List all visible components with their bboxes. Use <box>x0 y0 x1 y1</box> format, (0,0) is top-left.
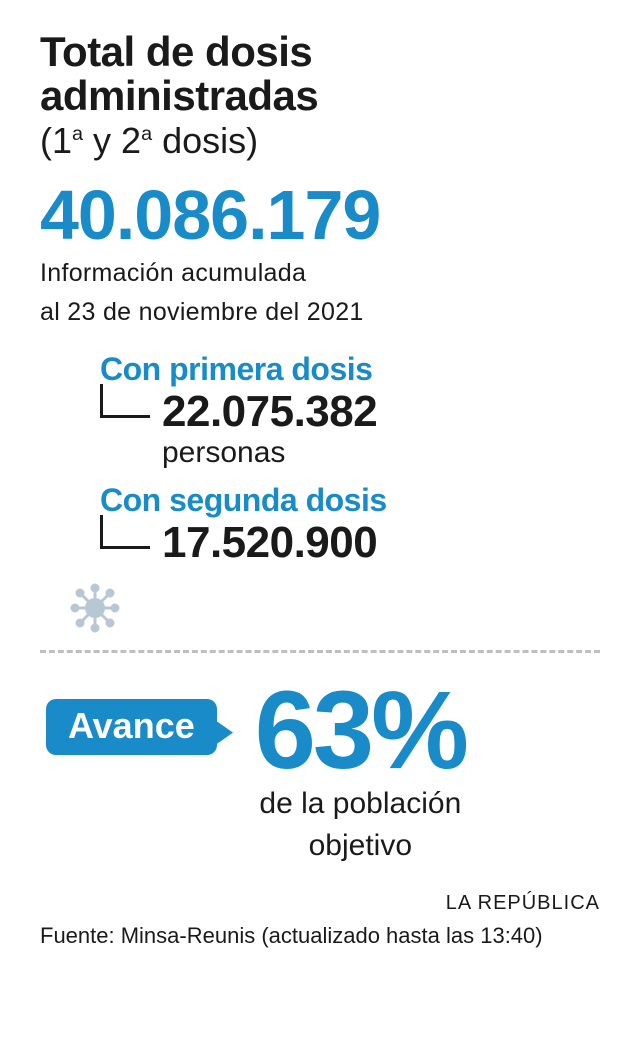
progress-percent: 63% <box>255 681 466 780</box>
bracket-icon <box>100 515 150 549</box>
info-line-1: Información acumulada <box>40 258 600 289</box>
progress-sub-1: de la población <box>259 786 461 822</box>
progress-badge: Avance <box>46 699 217 755</box>
subtitle-sup1: a <box>72 123 83 145</box>
first-dose-label: Con primera dosis <box>100 351 600 388</box>
credit-text: LA REPÚBLICA <box>40 892 600 915</box>
subtitle: (1a y 2a dosis) <box>40 120 600 162</box>
subtitle-mid: y 2 <box>83 120 141 161</box>
header-block: Total de dosis administradas (1a y 2a do… <box>40 30 600 162</box>
subtitle-prefix: (1 <box>40 120 72 161</box>
first-dose-value: 22.075.382 <box>162 390 377 434</box>
subtitle-suffix: dosis) <box>152 120 258 161</box>
info-line-2: al 23 de noviembre del 2021 <box>40 297 600 328</box>
first-dose-block: Con primera dosis 22.075.382 personas <box>40 351 600 470</box>
source-text: Fuente: Minsa-Reunis (actualizado hasta … <box>40 923 600 949</box>
second-dose-block: Con segunda dosis 17.520.900 <box>40 482 600 565</box>
first-dose-unit: personas <box>100 436 600 470</box>
subtitle-sup2: a <box>141 123 152 145</box>
title-line-1: Total de dosis <box>40 30 600 74</box>
progress-sub-2: objetivo <box>309 828 412 864</box>
virus-icon <box>70 583 600 638</box>
section-divider <box>40 650 600 653</box>
progress-row: Avance 63% de la población objetivo <box>40 681 600 864</box>
title-line-2: administradas <box>40 74 600 118</box>
second-dose-label: Con segunda dosis <box>100 482 600 519</box>
second-dose-value: 17.520.900 <box>162 521 377 565</box>
total-doses-value: 40.086.179 <box>40 180 600 250</box>
bracket-icon <box>100 384 150 418</box>
